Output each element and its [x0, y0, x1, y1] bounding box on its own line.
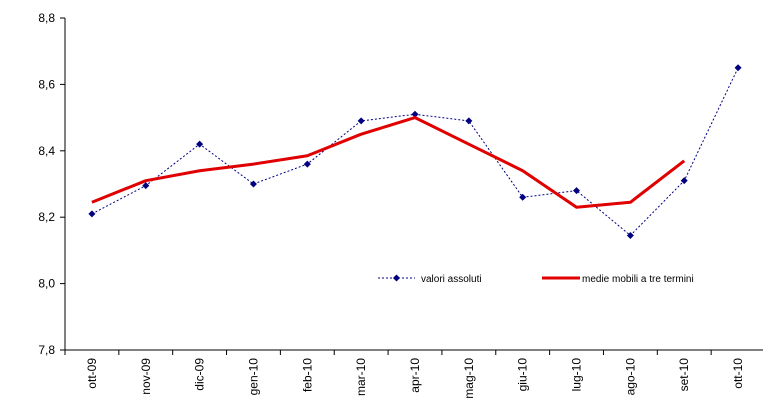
data-point-marker — [465, 117, 473, 125]
legend-marker-diamond-icon — [393, 274, 400, 282]
data-point-marker — [357, 117, 365, 125]
x-axis-ticks: ott-09 nov-09 dic-09 gen-10 feb-10 mar-10 apr-… — [64, 350, 745, 399]
x-tick-label: mag-10 — [462, 358, 476, 399]
y-axis: 8,8 8,6 8,4 8,2 8,0 7,8 — [38, 11, 66, 357]
series-layer — [88, 64, 742, 239]
data-point-marker — [88, 210, 96, 218]
legend: valori assoluti medie mobili a tre termi… — [378, 274, 694, 285]
data-point-marker — [411, 110, 419, 118]
x-tick-label: mar-10 — [354, 358, 368, 396]
x-tick-label: lug-10 — [570, 358, 584, 392]
series-line-medie-mobili-a-tre-termini — [91, 116, 686, 209]
y-tick-label: 8,0 — [38, 277, 55, 291]
y-tick-label: 8,2 — [38, 210, 55, 224]
x-tick-label: ago-10 — [623, 358, 637, 396]
y-tick-label: 8,6 — [38, 77, 55, 91]
legend-entry-medie-mobili: medie mobili a tre termini — [542, 274, 694, 285]
y-tick-label: 7,8 — [38, 343, 55, 357]
data-point-marker — [303, 160, 311, 168]
x-tick-label: dic-09 — [193, 358, 207, 391]
data-point-marker — [519, 193, 527, 201]
legend-entry-valori-assoluti: valori assoluti — [378, 274, 482, 285]
y-tick-label: 8,4 — [38, 144, 55, 158]
data-point-marker — [196, 140, 204, 148]
x-tick-label: feb-10 — [300, 358, 314, 392]
x-tick-label: set-10 — [677, 358, 691, 392]
data-point-marker — [680, 177, 688, 185]
x-tick-label: ott-09 — [85, 358, 99, 389]
data-point-marker — [734, 64, 742, 72]
series-line-valori-assoluti — [91, 67, 739, 237]
y-tick-label: 8,8 — [38, 11, 55, 25]
legend-label-valori-assoluti: valori assoluti — [421, 274, 482, 285]
legend-label-medie-mobili: medie mobili a tre termini — [582, 274, 694, 285]
data-point-marker — [249, 180, 257, 188]
y-axis-ticks: 8,8 8,6 8,4 8,2 8,0 7,8 — [38, 11, 65, 357]
x-tick-label: gen-10 — [246, 358, 260, 396]
x-tick-label: nov-09 — [139, 358, 153, 395]
x-tick-label: apr-10 — [408, 358, 422, 393]
data-point-marker — [626, 231, 634, 239]
x-axis: ott-09 nov-09 dic-09 gen-10 feb-10 mar-10 apr-… — [64, 349, 763, 399]
x-tick-label: giu-10 — [516, 358, 530, 392]
data-point-marker — [142, 182, 150, 190]
data-point-marker — [573, 187, 581, 195]
x-tick-label: ott-10 — [731, 358, 745, 389]
